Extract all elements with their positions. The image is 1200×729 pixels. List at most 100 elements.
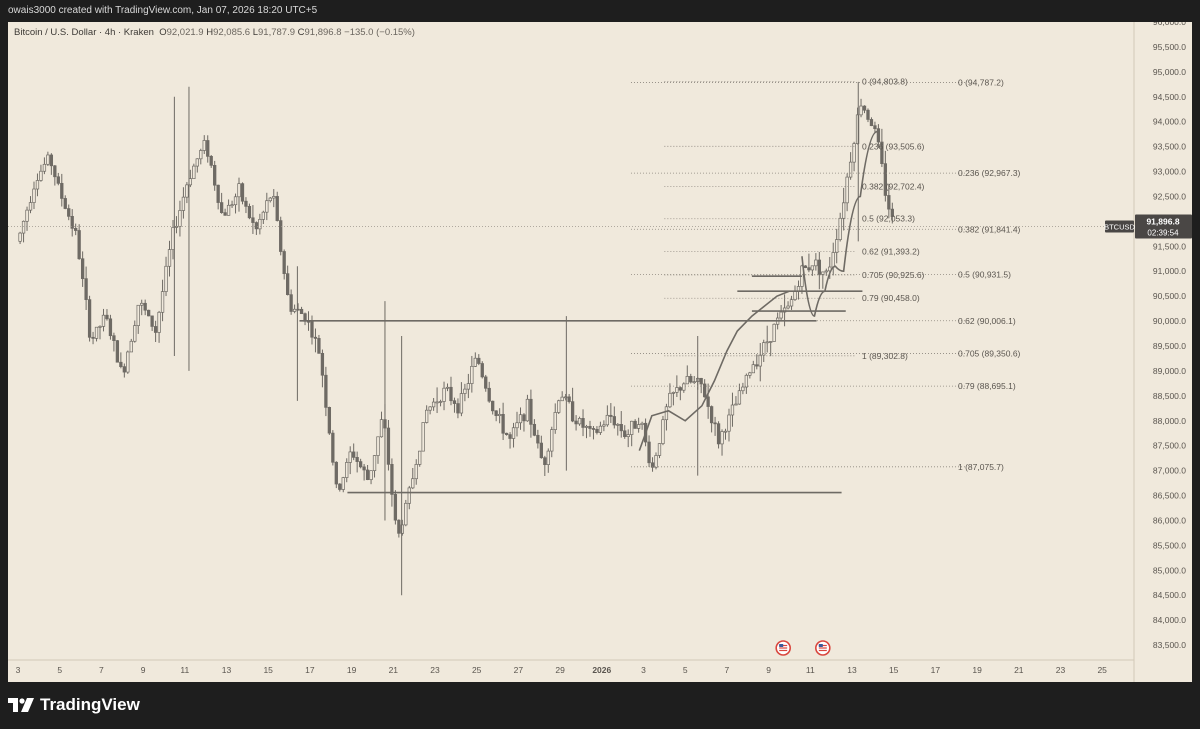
candle-body [411,478,415,489]
candle-body [692,381,696,384]
candle-body [727,414,731,432]
candle-body [720,431,724,445]
symbol-label[interactable]: Bitcoin / U.S. Dollar · 4h · Kraken [14,27,154,38]
candle-body [292,308,297,312]
candle-body [883,163,888,196]
us-flag-event-icon[interactable] [815,640,831,656]
candle-body [602,424,606,427]
candle-body [494,410,498,417]
candle-body [324,374,328,408]
time-tick-label: 23 [1056,665,1066,675]
candle-body [567,396,571,402]
price-chart[interactable]: 96,000.0 95,500.0 95,000.0 94,500.0 94,000.0… [8,22,1192,682]
candle-body [550,429,554,452]
time-tick-label: 19 [347,665,357,675]
time-tick-label: 5 [57,665,62,675]
candle-body [623,430,627,438]
candle-body [560,396,564,402]
us-flag-event-icon[interactable] [775,640,791,656]
candle-body [842,202,846,219]
candle-body [574,420,578,425]
candle-body [28,202,33,211]
candle-body [348,451,352,463]
candle-body [199,150,203,160]
candle-body [317,338,321,354]
candle-body [60,182,64,199]
candle-body [755,364,759,367]
candle-body [355,457,359,462]
candle-body [407,487,411,504]
candle-body [153,326,158,333]
candle-body [456,403,460,414]
candle-body [268,197,272,202]
time-tick-label: 3 [641,665,646,675]
tradingview-logo[interactable]: TradingView [8,695,140,715]
candle-body [480,363,484,378]
chart-area[interactable]: 96,000.0 95,500.0 95,000.0 94,500.0 94,000.0… [8,22,1192,682]
candle-body [876,128,881,143]
candle-body [529,398,533,425]
candle-body [807,267,811,271]
time-tick-label: 5 [683,665,688,675]
candle-body [779,311,783,319]
candle-body [675,387,679,393]
candle-body [630,420,634,435]
candle-body [119,361,123,367]
fib-level-label: 0.382 (92,702.4) [862,181,925,191]
candle-body [77,230,81,260]
time-tick-label: 23 [430,665,440,675]
candle-body [126,351,130,373]
candle-body [762,342,766,356]
candle-body [310,321,314,338]
candle-body [94,326,99,339]
candle-body [372,455,377,471]
candle-body [42,163,47,172]
time-tick-label: 19 [972,665,982,675]
time-tick-label: 9 [766,665,771,675]
time-tick-label: 9 [141,665,146,675]
candle-body [473,357,477,367]
price-tick-label: 90,000.0 [1153,316,1186,326]
price-tick-label: 94,000.0 [1153,117,1186,127]
candle-body [737,390,742,405]
candle-body [327,407,332,434]
candle-body [862,105,867,111]
candle-body [438,401,443,403]
candle-body [595,429,599,433]
candle-body [769,341,773,343]
candle-body [261,211,265,220]
candle-body [824,270,828,273]
candle-body [108,318,113,337]
candle-body [682,383,686,391]
candle-body [244,200,248,207]
candle-body [852,143,856,163]
candle-body [296,308,300,311]
fib-level-label: 0.79 (90,458.0) [862,293,920,303]
close-label: C [297,27,305,38]
candle-body [223,212,227,216]
candle-body [53,165,57,178]
candle-body [428,406,432,411]
time-tick-label: 21 [389,665,399,675]
candle-body [140,302,144,306]
candle-body [362,466,366,471]
candle-body [570,401,575,422]
price-tick-label: 86,500.0 [1153,491,1186,501]
candle-body [588,425,592,429]
candle-body [25,209,29,222]
candle-body [887,195,891,210]
candle-body [334,461,338,485]
price-tick-label: 95,000.0 [1153,67,1186,77]
price-tick-label: 90,500.0 [1153,291,1186,301]
candle-body [466,383,471,390]
candle-body [782,307,787,313]
price-tick-label: 93,500.0 [1153,142,1186,152]
candle-body [703,383,707,398]
candle-body [400,524,404,534]
candle-body [393,494,398,521]
candle-body [463,388,467,394]
candle-body [459,393,464,414]
price-tick-label: 85,000.0 [1153,565,1186,575]
candle-body [320,352,325,376]
candle-body [751,364,755,374]
